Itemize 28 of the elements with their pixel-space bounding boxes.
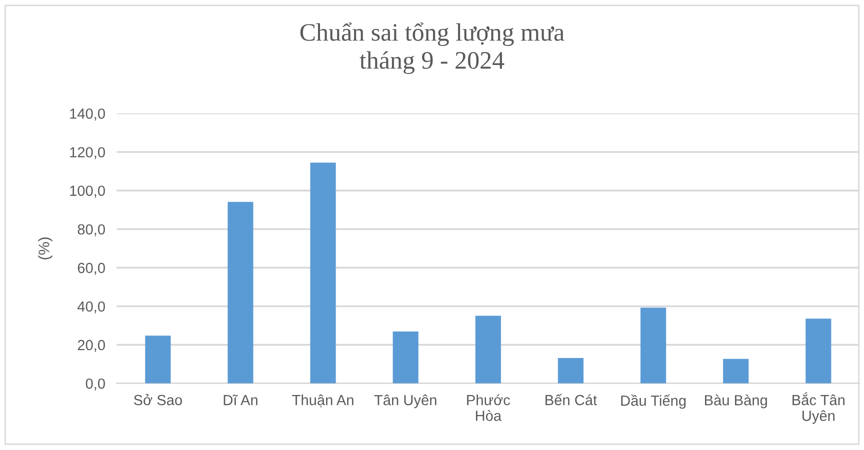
bar bbox=[640, 308, 666, 384]
bar bbox=[558, 358, 584, 384]
x-tick-label: Dĩ An bbox=[224, 394, 258, 406]
y-tick-label: 40,0 bbox=[77, 301, 105, 314]
y-tick-label: 20,0 bbox=[78, 340, 105, 352]
bar bbox=[310, 162, 336, 384]
bar bbox=[392, 332, 418, 384]
x-tick-label: Tân Uyên bbox=[374, 394, 436, 408]
bar bbox=[806, 318, 832, 384]
y-axis-title: (%) bbox=[38, 237, 52, 260]
y-tick-label: 120,0 bbox=[70, 147, 105, 160]
x-tick-label: Thuận An bbox=[292, 394, 354, 408]
chart-title: Chuẩn sai tổng lượng mưa tháng 9 - 2024 bbox=[300, 22, 564, 74]
y-tick-label: 80,0 bbox=[78, 224, 105, 236]
bar bbox=[145, 336, 171, 384]
y-tick-label: 60,0 bbox=[78, 262, 105, 275]
y-tick-label: 100,0 bbox=[70, 186, 105, 198]
x-tick-label: Sở Sao bbox=[134, 394, 182, 406]
x-tick-label: Bàu Bàng bbox=[705, 394, 767, 408]
y-tick-label: 140,0 bbox=[70, 108, 105, 121]
bar bbox=[228, 202, 254, 384]
x-tick-label: Bến Cát bbox=[546, 394, 597, 406]
x-tick-label: Bắc Tân Uyên bbox=[792, 392, 844, 424]
x-tick-label: Phước Hòa bbox=[467, 394, 510, 421]
bar bbox=[475, 316, 501, 384]
x-tick-label: Dầu Tiếng bbox=[621, 394, 686, 409]
bar bbox=[723, 358, 749, 384]
y-tick-label: 0,0 bbox=[86, 378, 105, 391]
